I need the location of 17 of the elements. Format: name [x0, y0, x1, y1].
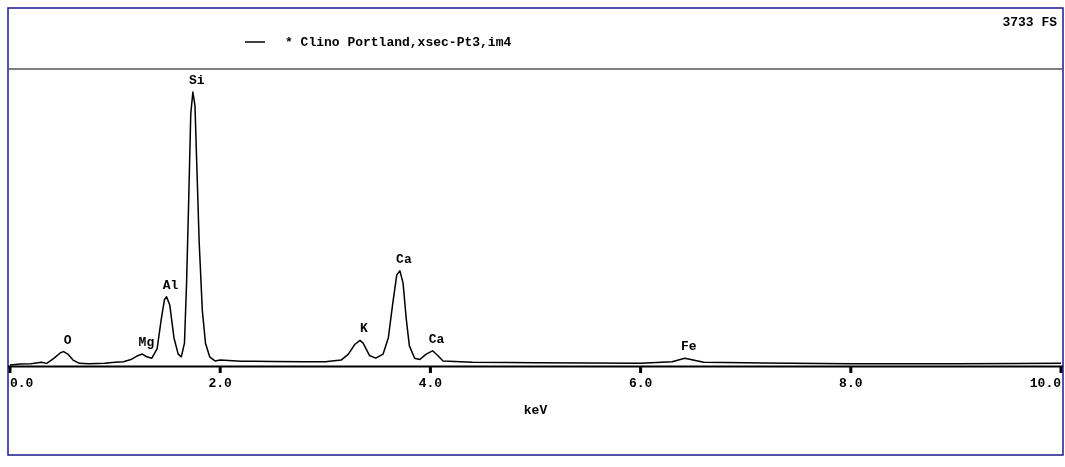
x-tick-label: 10.0 — [1029, 376, 1062, 391]
x-tick-label: 2.0 — [208, 376, 233, 391]
annotation: Fe — [680, 339, 697, 355]
text: 3733 FS — [1002, 15, 1058, 30]
x-tick-label: 8.0 — [839, 376, 863, 391]
legend-label: * Clino Portland,xsec-Pt3,im4 — [285, 35, 512, 50]
annotation: Ca — [396, 251, 412, 267]
annotation: K — [360, 321, 369, 337]
annotation: Al — [162, 277, 179, 293]
x-tick-label: 4.0 — [418, 376, 443, 391]
x-tick-label: 0.0 — [10, 376, 34, 391]
x-axis-title: keV — [523, 403, 548, 418]
x-tick-label: 6.0 — [628, 376, 653, 391]
annotation: Si — [189, 73, 205, 88]
annotation: Mg — [138, 335, 155, 351]
annotation: O — [63, 332, 72, 348]
annotation: Ca — [428, 331, 445, 347]
